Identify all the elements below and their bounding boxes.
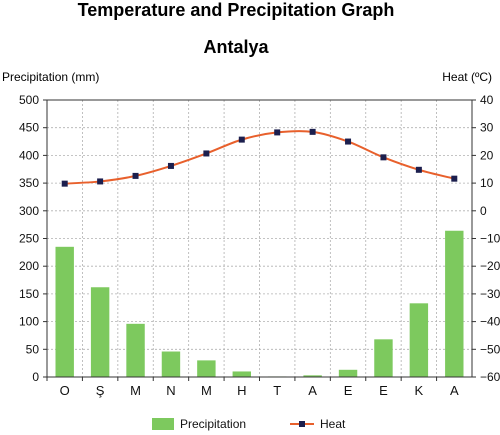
left-tick-label: 200 — [19, 259, 39, 273]
legend: Precipitation Heat — [152, 417, 346, 431]
heat-point — [238, 136, 245, 143]
x-tick-label: E — [379, 383, 388, 398]
chart-subtitle: Antalya — [203, 37, 269, 57]
precipitation-bar — [126, 323, 145, 377]
x-tick-label: H — [237, 383, 246, 398]
heat-point — [345, 138, 352, 145]
legend-marker-heat — [299, 421, 305, 427]
heat-point — [203, 150, 210, 157]
left-tick-label: 100 — [19, 315, 39, 329]
heat-point — [274, 129, 281, 136]
precipitation-bars — [55, 230, 464, 378]
precipitation-bar — [409, 303, 429, 377]
precipitation-bar — [197, 360, 216, 377]
heat-point — [309, 128, 316, 135]
precipitation-bar — [55, 246, 74, 377]
right-tick-label: 20 — [480, 148, 494, 162]
precipitation-bar — [374, 339, 393, 377]
x-tick-label: N — [166, 383, 175, 398]
left-tick-label: 300 — [19, 204, 39, 218]
left-tick-label: 450 — [19, 121, 39, 135]
left-tick-label: 400 — [19, 148, 39, 162]
right-tick-label: 0 — [480, 204, 487, 218]
precipitation-bar — [338, 369, 358, 377]
left-tick-label: 350 — [19, 176, 39, 190]
right-tick-label: 40 — [480, 93, 494, 107]
x-tick-label: O — [60, 383, 70, 398]
grid — [47, 100, 472, 377]
heat-point — [451, 175, 458, 182]
x-tick-label: A — [450, 383, 459, 398]
legend-label-heat: Heat — [320, 417, 346, 431]
heat-point — [380, 154, 387, 161]
heat-point — [415, 166, 422, 173]
precipitation-bar — [303, 375, 322, 377]
heat-point — [97, 178, 104, 185]
left-tick-label: 500 — [19, 93, 39, 107]
right-tick-label: −50 — [480, 342, 500, 356]
left-axis-label: Precipitation (mm) — [2, 70, 99, 84]
right-tick-label: 10 — [480, 176, 494, 190]
x-tick-label: E — [344, 383, 353, 398]
heat-point — [132, 172, 139, 179]
heat-point — [61, 180, 68, 187]
x-tick-label: K — [415, 383, 424, 398]
right-tick-label: −20 — [480, 259, 500, 273]
axes: 050100150200250300350400450500−60−50−40−… — [19, 93, 500, 398]
x-tick-label: Ş — [96, 383, 105, 398]
right-tick-label: −10 — [480, 232, 500, 246]
right-tick-label: −40 — [480, 315, 500, 329]
x-tick-label: M — [201, 383, 212, 398]
legend-swatch-precipitation — [152, 418, 174, 430]
x-tick-label: A — [308, 383, 317, 398]
heat-line — [61, 128, 458, 187]
precipitation-bar — [232, 371, 251, 377]
left-tick-label: 250 — [19, 232, 39, 246]
precipitation-bar — [445, 230, 464, 377]
chart-title: Temperature and Precipitation Graph — [78, 0, 395, 20]
right-tick-label: 30 — [480, 121, 494, 135]
left-tick-label: 50 — [26, 342, 40, 356]
left-tick-label: 150 — [19, 287, 39, 301]
x-tick-label: T — [273, 383, 281, 398]
legend-label-precipitation: Precipitation — [180, 417, 246, 431]
precipitation-bar — [90, 287, 110, 377]
left-tick-label: 0 — [32, 370, 39, 384]
right-tick-label: −30 — [480, 287, 500, 301]
x-tick-label: M — [130, 383, 141, 398]
precipitation-bar — [161, 351, 181, 377]
right-tick-label: −60 — [480, 370, 500, 384]
right-axis-label: Heat (ºC) — [442, 70, 492, 84]
heat-point — [167, 162, 174, 169]
